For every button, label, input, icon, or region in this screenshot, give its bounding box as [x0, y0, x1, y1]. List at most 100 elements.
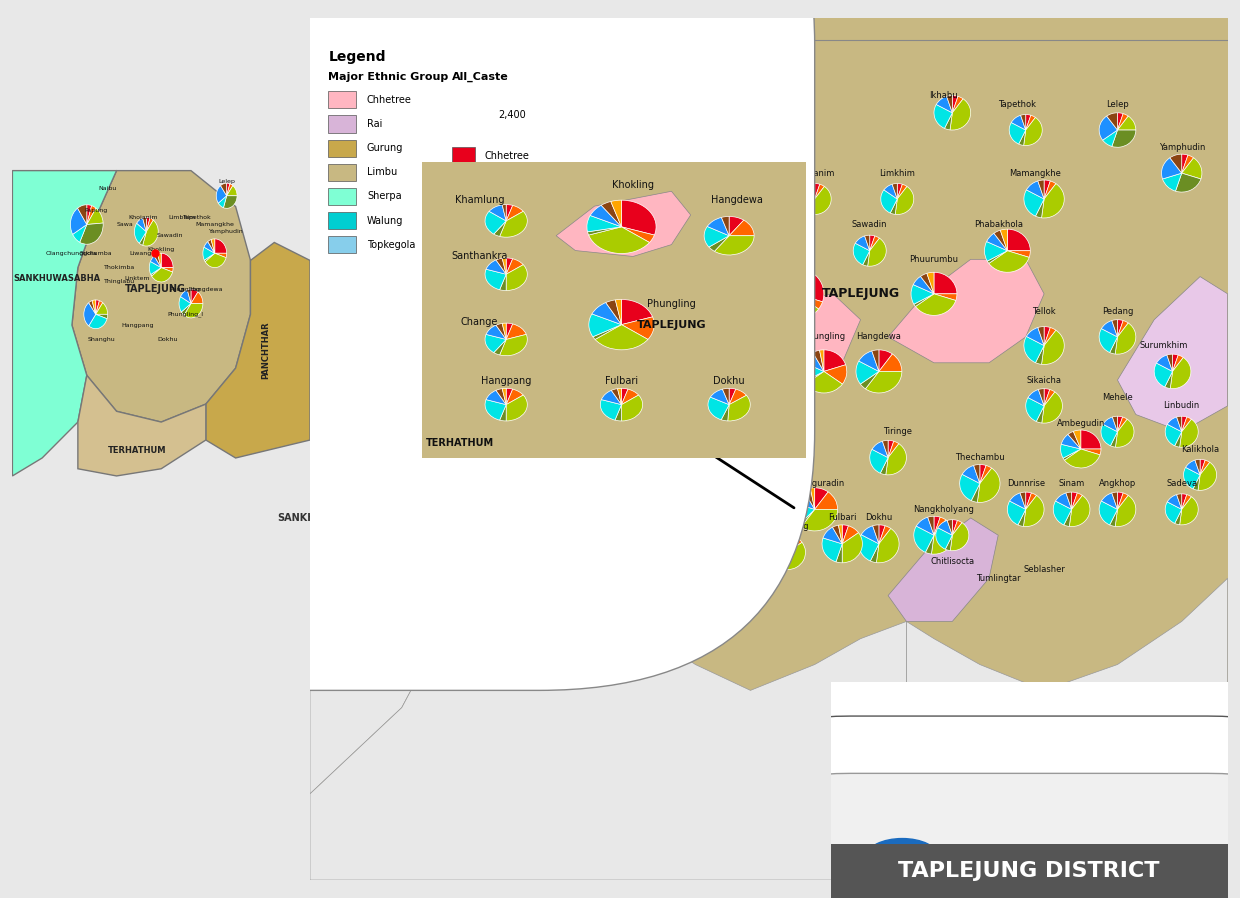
Polygon shape [494, 320, 585, 518]
Wedge shape [610, 320, 615, 335]
Circle shape [867, 839, 937, 874]
Wedge shape [1104, 417, 1117, 432]
Wedge shape [1081, 449, 1101, 455]
Text: SANKHUWASABHA: SANKHUWASABHA [332, 208, 342, 310]
FancyBboxPatch shape [0, 45, 399, 620]
Polygon shape [1117, 277, 1228, 432]
Wedge shape [227, 186, 237, 196]
Wedge shape [1044, 327, 1050, 346]
Wedge shape [604, 464, 610, 483]
Wedge shape [719, 193, 732, 207]
Text: TAPLEJUNG DISTRICT: TAPLEJUNG DISTRICT [899, 861, 1159, 881]
Text: Chitlisocta: Chitlisocta [930, 557, 975, 566]
Wedge shape [823, 365, 847, 384]
Wedge shape [87, 208, 103, 224]
Text: TAPLEJUNG: TAPLEJUNG [125, 284, 186, 295]
Wedge shape [920, 273, 934, 294]
Wedge shape [1117, 417, 1127, 432]
Wedge shape [502, 205, 506, 221]
Wedge shape [506, 258, 512, 274]
Wedge shape [668, 379, 684, 397]
Wedge shape [870, 544, 879, 563]
Text: Kalikhola: Kalikhola [1180, 445, 1219, 453]
Wedge shape [987, 233, 1007, 251]
Wedge shape [95, 301, 103, 314]
Text: Khokling: Khokling [613, 180, 653, 190]
Wedge shape [223, 196, 237, 208]
Text: Sikaicha: Sikaicha [1027, 375, 1061, 384]
Wedge shape [842, 524, 848, 544]
Wedge shape [1025, 115, 1035, 130]
Wedge shape [985, 242, 1007, 261]
Wedge shape [1169, 154, 1182, 173]
Wedge shape [722, 216, 729, 236]
Polygon shape [310, 173, 512, 880]
Wedge shape [973, 464, 980, 483]
Text: Hangpang: Hangpang [765, 522, 808, 531]
Wedge shape [606, 300, 621, 324]
Wedge shape [502, 388, 506, 405]
Text: Chhetree: Chhetree [367, 95, 412, 105]
Wedge shape [1025, 115, 1030, 130]
Wedge shape [1116, 419, 1135, 447]
Wedge shape [1064, 509, 1071, 526]
Wedge shape [742, 489, 763, 509]
Wedge shape [1115, 323, 1136, 354]
Wedge shape [588, 227, 621, 235]
Wedge shape [869, 449, 888, 473]
Polygon shape [556, 191, 691, 257]
Text: Sinam: Sinam [1059, 479, 1085, 488]
Bar [329, 188, 356, 205]
Wedge shape [1182, 417, 1192, 432]
Wedge shape [647, 392, 668, 415]
Wedge shape [1028, 390, 1044, 406]
Wedge shape [708, 286, 714, 301]
Wedge shape [796, 294, 822, 309]
Text: Liwang: Liwang [129, 251, 151, 256]
Text: INDIA: INDIA [345, 128, 384, 141]
Wedge shape [500, 334, 527, 356]
Wedge shape [792, 490, 815, 509]
Wedge shape [1099, 501, 1117, 525]
Text: Phuurumbu: Phuurumbu [909, 255, 959, 264]
Wedge shape [928, 516, 934, 535]
Wedge shape [769, 283, 796, 299]
Wedge shape [692, 466, 696, 483]
Wedge shape [869, 235, 875, 251]
Wedge shape [1117, 320, 1123, 337]
Text: Limbu: Limbu [367, 167, 397, 177]
Wedge shape [181, 304, 191, 315]
Wedge shape [815, 488, 828, 509]
Wedge shape [709, 236, 729, 251]
Wedge shape [1117, 116, 1136, 130]
Wedge shape [161, 268, 174, 272]
Wedge shape [836, 544, 842, 563]
Wedge shape [730, 489, 742, 509]
Text: Surumkhim: Surumkhim [1140, 341, 1188, 350]
Wedge shape [208, 240, 215, 253]
Wedge shape [872, 441, 888, 458]
Wedge shape [727, 192, 732, 207]
Wedge shape [1021, 492, 1025, 509]
Wedge shape [677, 143, 684, 164]
Bar [329, 115, 356, 133]
Wedge shape [866, 372, 901, 393]
Wedge shape [714, 416, 729, 432]
Text: Fakhumba: Fakhumba [490, 315, 533, 324]
Text: Lingtep: Lingtep [652, 324, 683, 333]
Wedge shape [1185, 460, 1200, 475]
Wedge shape [604, 468, 624, 483]
Wedge shape [662, 397, 668, 417]
Wedge shape [146, 218, 154, 232]
Text: Shanghu: Shanghu [88, 337, 115, 342]
Wedge shape [585, 103, 598, 121]
Wedge shape [1163, 173, 1182, 191]
Wedge shape [815, 492, 838, 509]
Text: Major Ethnic Group: Major Ethnic Group [329, 72, 449, 82]
Text: Web Resources:  www.un.org.np: Web Resources: www.un.org.np [970, 874, 1092, 883]
Bar [453, 147, 475, 164]
Wedge shape [1173, 354, 1178, 372]
Wedge shape [801, 362, 823, 382]
Wedge shape [787, 536, 802, 552]
Text: Angkhop: Angkhop [1099, 479, 1136, 488]
